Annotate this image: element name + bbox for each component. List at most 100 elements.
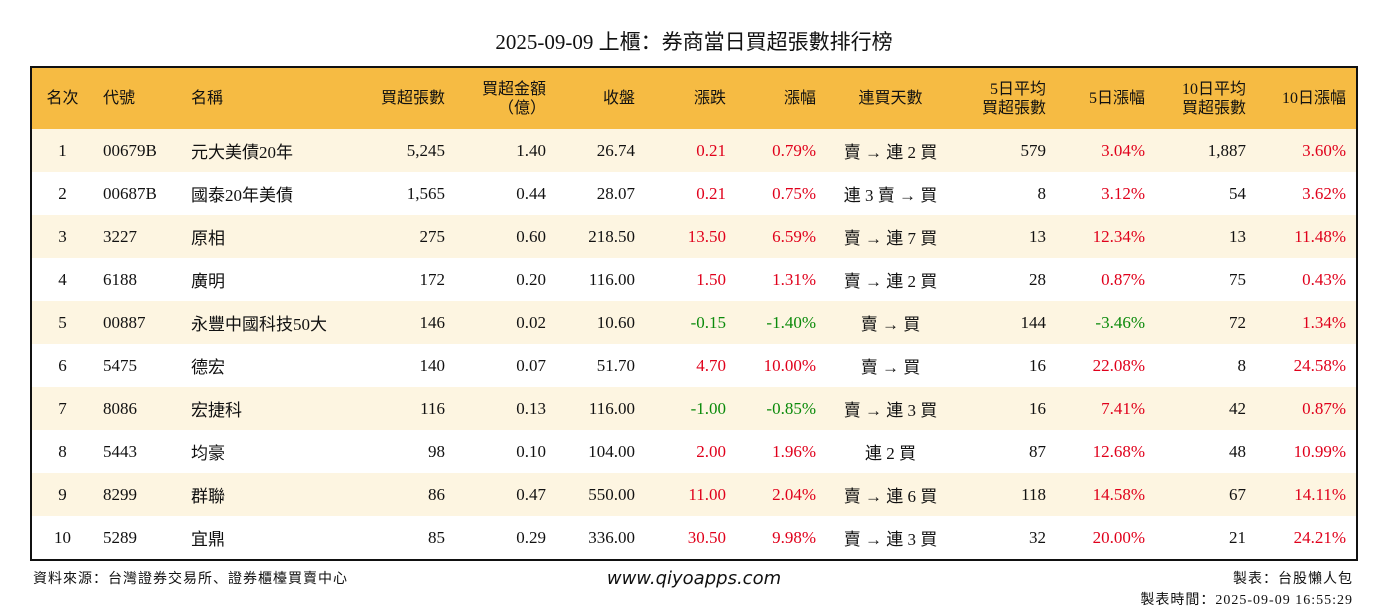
- ranking-table: 名次 代號 名稱 買超張數 買超金額 （億） 收盤 漲跌 漲幅 連買天數 5日平均 買超張數 5日漲…: [30, 66, 1358, 561]
- column-header: 漲跌: [645, 67, 736, 129]
- table-cell: 98: [428, 441, 445, 461]
- maker: 製表：台股懶人包: [1233, 572, 1353, 587]
- table-cell: 16: [1029, 355, 1046, 375]
- table-cell: 11.00: [645, 473, 736, 516]
- table-cell: 1.31%: [772, 269, 816, 289]
- table-cell: 16: [955, 387, 1056, 430]
- table-cell: 22.08%: [1092, 355, 1145, 375]
- table-cell: 0.79%: [736, 129, 826, 172]
- table-row: 7 8086 宏捷科 116 0.13 116.00 -1.00 -0.85% 賣 → 連 3 …: [31, 387, 1357, 430]
- table-cell: 8086: [93, 387, 181, 430]
- column-header: 名次: [31, 67, 93, 129]
- table-cell: 86: [355, 473, 455, 516]
- table-cell: 14.58%: [1056, 473, 1155, 516]
- table-cell: 13.50: [645, 215, 736, 258]
- table-cell: 賣 → 連 7 買: [826, 215, 955, 258]
- table-cell: 10.00%: [763, 355, 816, 375]
- table-cell: 0.13: [455, 387, 556, 430]
- column-header: 連買天數: [826, 67, 955, 129]
- table-cell: 14.11%: [1256, 473, 1357, 516]
- table-cell: 24.21%: [1293, 527, 1346, 547]
- table-cell: 8299: [93, 473, 181, 516]
- table-cell: 118: [955, 473, 1056, 516]
- table-cell: 116: [355, 387, 455, 430]
- table-cell: 42: [1155, 387, 1256, 430]
- table-cell: 2.00: [696, 441, 726, 461]
- table-cell: 6.59%: [736, 215, 826, 258]
- table-cell: 德宏: [191, 358, 225, 377]
- table-cell: 11.48%: [1256, 215, 1357, 258]
- table-cell: 51.70: [596, 355, 635, 375]
- table-cell: 144: [955, 301, 1056, 344]
- table-cell: -1.40%: [736, 301, 826, 344]
- table-cell: 26.74: [556, 129, 645, 172]
- table-row: 10 5289 宜鼎 85 0.29 336.00 30.50 9.98% 賣 → 連 3 買 3…: [31, 516, 1357, 560]
- table-cell: 579: [955, 129, 1056, 172]
- table-cell: 5443: [103, 441, 137, 461]
- table-cell: 5: [31, 301, 93, 344]
- table-cell: 0.10: [516, 441, 546, 461]
- table-cell: 116.00: [556, 387, 645, 430]
- table-cell: 140: [419, 355, 446, 375]
- table-cell: 6: [58, 355, 67, 375]
- table-cell: 賣 → 連 2 買: [826, 129, 955, 172]
- table-cell: 原相: [181, 215, 355, 258]
- table-cell: 48: [1229, 441, 1246, 461]
- table-cell: 336.00: [588, 527, 635, 547]
- table-cell: 0.87%: [1101, 269, 1145, 289]
- table-cell: 550.00: [556, 473, 645, 516]
- table-cell: 28: [1029, 269, 1046, 289]
- table-cell: 24.58%: [1293, 355, 1346, 375]
- table-cell: 賣 → 買: [860, 358, 921, 377]
- table-cell: 30.50: [687, 527, 726, 547]
- table-cell: 均豪: [191, 444, 225, 463]
- table-cell: 賣 → 連 3 買: [826, 387, 955, 430]
- table-row: 8 5443 均豪 98 0.10 104.00 2.00 1.96% 連 2 買 87 12.68…: [31, 430, 1357, 473]
- table-row: 1 00679B 元大美債20年 5,245 1.40 26.74 0.21 0.79% 賣 →…: [31, 129, 1357, 172]
- table-cell: 4.70: [696, 355, 726, 375]
- table-cell: 12.34%: [1056, 215, 1155, 258]
- table-cell: 賣 → 連 2 買: [843, 272, 938, 291]
- table-cell: 2.04%: [736, 473, 826, 516]
- column-header: 收盤: [556, 67, 645, 129]
- site: www.qiyoapps.com: [606, 568, 782, 589]
- table-body: 1 00679B 元大美債20年 5,245 1.40 26.74 0.21 0.79% 賣 →…: [31, 129, 1357, 560]
- table-cell: 54: [1229, 183, 1246, 203]
- table-cell: 宏捷科: [181, 387, 355, 430]
- table-cell: 0.20: [516, 269, 546, 289]
- table-cell: 永豐中國科技50大: [181, 301, 355, 344]
- header-row: 名次 代號 名稱 買超張數 買超金額 （億） 收盤 漲跌 漲幅 連買天數 5日平均 買超張數 5日漲…: [31, 67, 1357, 129]
- table-cell: 7: [31, 387, 93, 430]
- table-cell: 0.60: [455, 215, 556, 258]
- table-cell: 21: [1229, 527, 1246, 547]
- table-cell: 87: [1029, 441, 1046, 461]
- table-cell: 3.12%: [1101, 183, 1145, 203]
- table-cell: 32: [1029, 527, 1046, 547]
- table-cell: 0.02: [455, 301, 556, 344]
- table-cell: 0.29: [516, 527, 546, 547]
- source: 資料來源：台灣證券交易所、證券櫃檯買賣中心: [33, 572, 348, 587]
- column-header: 名稱: [181, 67, 355, 129]
- table-cell: 1,565: [406, 183, 445, 203]
- table-cell: 3.60%: [1256, 129, 1357, 172]
- table-cell: 218.50: [556, 215, 645, 258]
- table-cell: 宜鼎: [191, 530, 225, 549]
- table-cell: 6188: [103, 269, 137, 289]
- table-cell: 116.00: [588, 269, 635, 289]
- table-cell: 2: [58, 183, 67, 203]
- table-cell: 連 3 賣 → 買: [843, 186, 938, 205]
- table-cell: 0.43%: [1302, 269, 1346, 289]
- table-cell: 28.07: [596, 183, 635, 203]
- table-cell: 賣 → 連 3 買: [843, 530, 938, 549]
- table-cell: 9.98%: [772, 527, 816, 547]
- table-cell: 146: [355, 301, 455, 344]
- column-header: 5日漲幅: [1056, 67, 1155, 129]
- table-cell: 85: [428, 527, 445, 547]
- table-cell: -1.00: [645, 387, 736, 430]
- table-cell: 9: [31, 473, 93, 516]
- table-cell: 67: [1155, 473, 1256, 516]
- table-cell: 5475: [103, 355, 137, 375]
- table-cell: 1.40: [455, 129, 556, 172]
- table-cell: 5,245: [355, 129, 455, 172]
